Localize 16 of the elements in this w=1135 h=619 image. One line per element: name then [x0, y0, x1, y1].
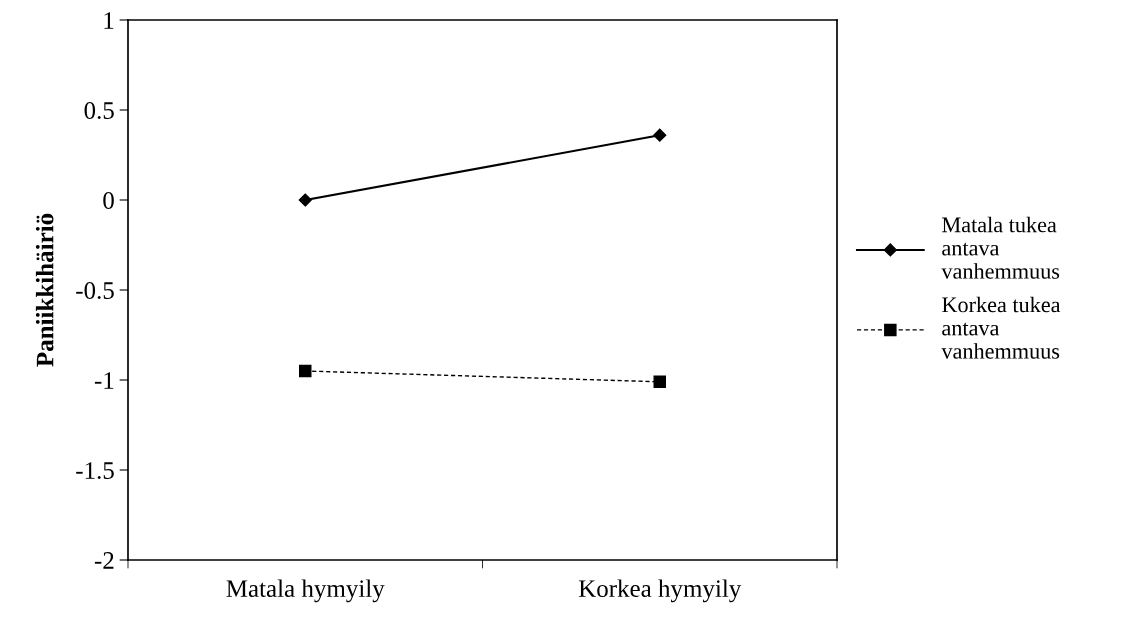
y-tick-label: -0.5: [76, 282, 114, 300]
y-axis-title: Paniikkihäiriö: [35, 213, 54, 367]
legend-label: Korkea tukea antava vanhemmuus: [941, 296, 1061, 359]
y-tick-label: -1: [94, 372, 114, 389]
point: [298, 364, 312, 378]
x-tick-label: Matala hymyily: [226, 579, 385, 603]
y-tick-label: 0.5: [84, 102, 114, 120]
y-tick-label: -2: [94, 552, 114, 569]
legend-label: Matala tukea antava vanhemmuus: [941, 216, 1060, 279]
x-tick-label: Korkea hymyily: [578, 579, 742, 603]
point: [653, 375, 667, 389]
y-tick-label: 1: [104, 12, 114, 29]
y-tick-label: 0: [103, 192, 114, 209]
point: [653, 128, 667, 142]
point: [298, 193, 312, 207]
y-tick-label: -1.5: [76, 462, 114, 480]
